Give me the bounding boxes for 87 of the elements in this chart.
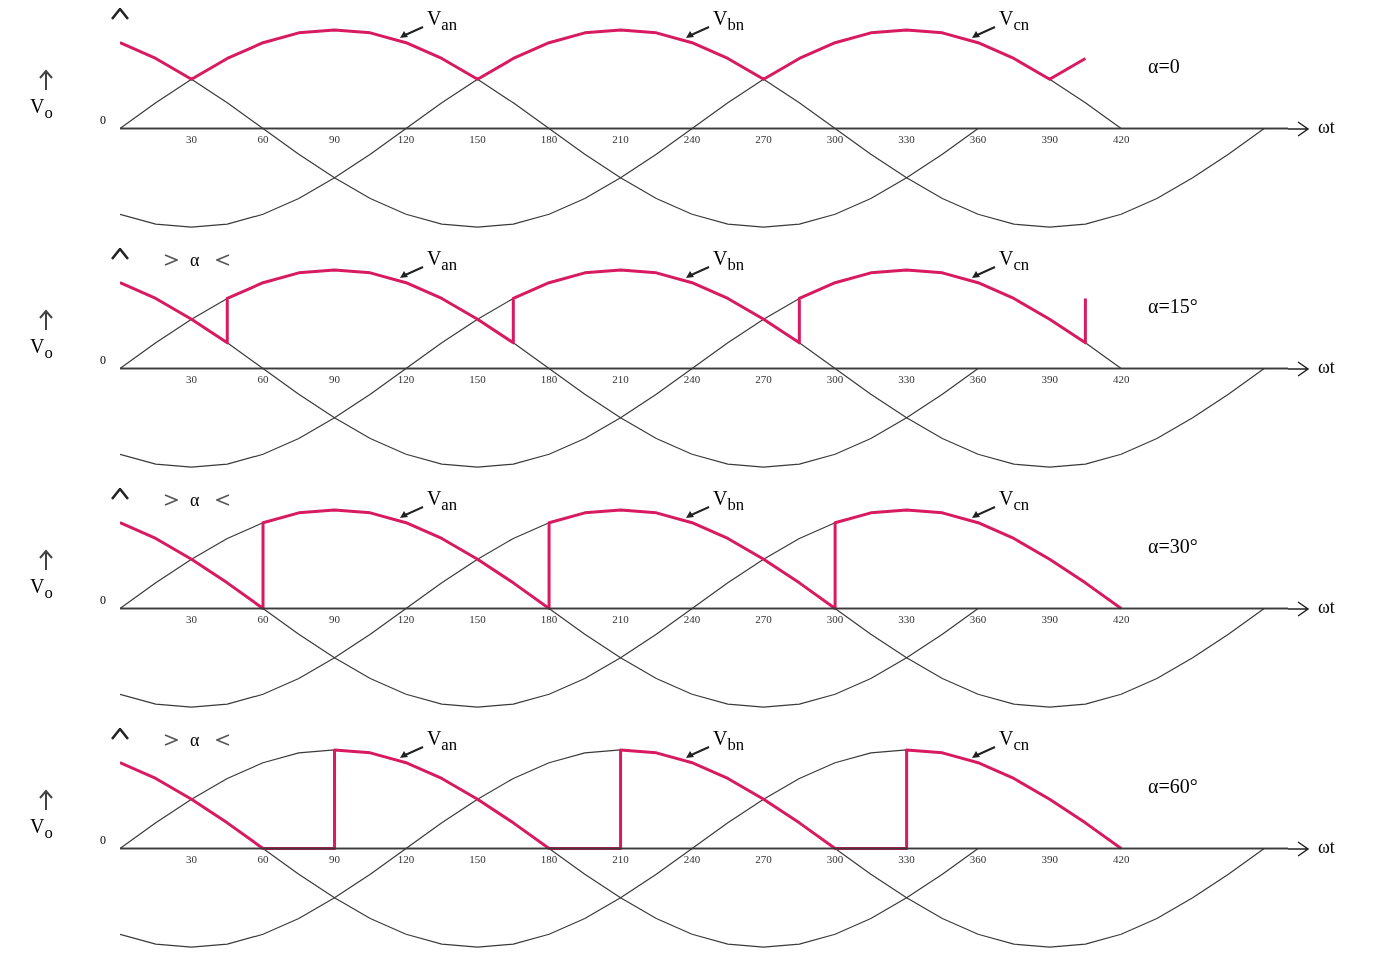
x-tick-label: 120 [397,372,415,385]
annotation: V$_{cn}$ [998,6,1030,35]
text: 0 [100,112,106,128]
annotation: α [190,490,200,511]
x-tick-label: 90 [329,372,341,385]
annotation: V$_{bn}$ [712,726,745,755]
text: 0 [100,352,106,368]
x-tick-label: 90 [329,612,341,625]
x-tick-label: 240 [683,132,701,145]
y-axis-title: V$_{o}$ [30,334,53,363]
x-axis-title: ωt [1318,836,1335,858]
text: α=15° [1148,295,1198,319]
x-tick-label: 60 [257,372,270,385]
x-tick-label: 210 [612,612,630,625]
x-tick-label: 30 [186,852,198,865]
annotation: V$_{cn}$ [998,246,1030,275]
x-tick-label: 60 [257,852,270,865]
x-tick-label: 420 [1112,372,1130,385]
x-tick-label: 180 [540,852,558,865]
x-axis-title: ωt [1318,356,1335,378]
annotation: V$_{an}$ [426,486,458,515]
x-tick-label: 30 [186,372,198,385]
x-tick-label: 120 [397,852,415,865]
annotation: V$_{bn}$ [712,6,745,35]
text: α=60° [1148,775,1198,799]
x-tick-label: 240 [683,372,701,385]
x-tick-label: 420 [1112,852,1130,865]
x-tick-label: 330 [898,132,916,145]
x-tick-label: 90 [329,852,341,865]
annotation: V$_{an}$ [426,246,458,275]
annotation: V$_{bn}$ [712,486,745,515]
x-tick-label: 210 [612,372,630,385]
x-tick-label: 60 [257,612,270,625]
x-tick-label: 270 [755,372,773,385]
x-tick-label: 360 [969,132,987,145]
text: α=30° [1148,535,1198,559]
x-tick-label: 390 [1041,372,1059,385]
x-tick-label: 150 [469,612,487,625]
x-tick-label: 120 [397,612,415,625]
x-tick-label: 420 [1112,132,1130,145]
x-tick-label: 90 [329,132,341,145]
x-tick-label: 300 [826,612,844,625]
annotation: V$_{cn}$ [998,726,1030,755]
x-tick-label: 180 [540,372,558,385]
x-tick-label: 60 [257,132,270,145]
y-axis-title: V$_{o}$ [30,94,53,123]
text: 0 [100,592,106,608]
x-tick-label: 270 [755,852,773,865]
x-tick-label: 180 [540,612,558,625]
x-tick-label: 150 [469,372,487,385]
x-tick-label: 330 [898,372,916,385]
x-tick-label: 270 [755,612,773,625]
y-axis-title: V$_{o}$ [30,574,53,603]
x-tick-label: 150 [469,852,487,865]
x-tick-label: 360 [969,852,987,865]
x-tick-label: 180 [540,132,558,145]
x-tick-label: 30 [186,132,198,145]
annotation: α [190,250,200,271]
annotation: V$_{an}$ [426,6,458,35]
x-tick-label: 390 [1041,612,1059,625]
x-tick-label: 330 [898,612,916,625]
x-axis-title: ωt [1318,116,1335,138]
annotation: V$_{an}$ [426,726,458,755]
x-axis-title: ωt [1318,596,1335,618]
text: α=0 [1148,55,1180,79]
x-tick-label: 360 [969,612,987,625]
x-tick-label: 330 [898,852,916,865]
annotation: V$_{cn}$ [998,486,1030,515]
x-tick-label: 300 [826,372,844,385]
x-tick-label: 210 [612,852,630,865]
annotation: α [190,730,200,751]
x-tick-label: 270 [755,132,773,145]
x-tick-label: 360 [969,372,987,385]
y-axis-title: V$_{o}$ [30,814,53,843]
x-tick-label: 390 [1041,852,1059,865]
x-tick-label: 420 [1112,612,1130,625]
x-tick-label: 120 [397,132,415,145]
x-tick-label: 150 [469,132,487,145]
x-tick-label: 300 [826,132,844,145]
x-tick-label: 390 [1041,132,1059,145]
x-tick-label: 30 [186,612,198,625]
x-tick-label: 210 [612,132,630,145]
annotation: V$_{bn}$ [712,246,745,275]
x-tick-label: 300 [826,852,844,865]
x-tick-label: 240 [683,852,701,865]
text: 0 [100,832,106,848]
x-tick-label: 240 [683,612,701,625]
